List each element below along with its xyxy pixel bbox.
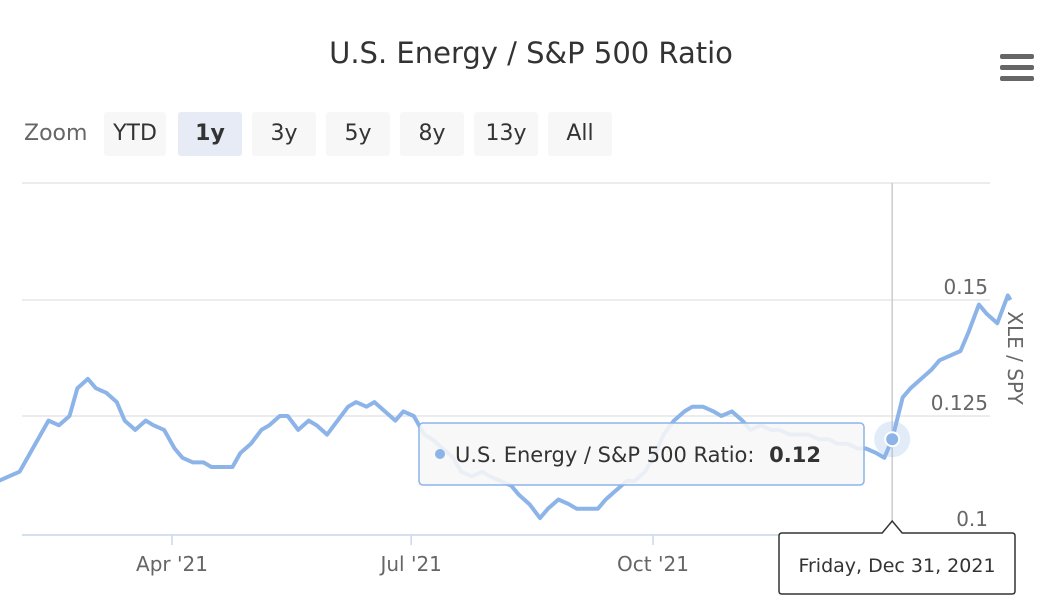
tooltip-value: 0.12 — [769, 443, 821, 467]
chart-title: U.S. Energy / S&P 500 Ratio — [329, 36, 733, 70]
y-tick-label: 0.15 — [943, 275, 988, 299]
y-tick-label: 0.1 — [956, 507, 988, 531]
date-tooltip-box — [778, 519, 1016, 595]
date-tooltip-label: Friday, Dec 31, 2021 — [798, 555, 995, 577]
y-tick-label: 0.125 — [931, 391, 988, 415]
zoom-button-all[interactable]: All — [548, 112, 612, 156]
x-tick-label: Apr '21 — [136, 552, 208, 576]
y-axis-title: XLE / SPY — [1003, 311, 1027, 405]
zoom-button-13y[interactable]: 13y — [474, 112, 538, 156]
zoom-label: Zoom — [24, 121, 88, 146]
tooltip-series-dot — [435, 449, 445, 459]
zoom-button-ytd[interactable]: YTD — [104, 112, 166, 156]
tooltip: U.S. Energy / S&P 500 Ratio: 0.12 — [418, 422, 865, 486]
zoom-button-3y[interactable]: 3y — [252, 112, 316, 156]
x-tick-label: Jul '21 — [378, 552, 441, 576]
x-axis: Apr '21 Jul '21 Oct '21 — [136, 535, 689, 576]
tooltip-box — [418, 422, 865, 486]
tooltip-text: U.S. Energy / S&P 500 Ratio: 0.12 — [455, 443, 821, 467]
date-tooltip: Friday, Dec 31, 2021 — [778, 519, 1016, 595]
hamburger-menu-icon[interactable] — [1000, 54, 1034, 82]
grid-lines — [22, 182, 990, 417]
zoom-button-1y[interactable]: 1y — [178, 112, 242, 156]
zoom-button-5y[interactable]: 5y — [326, 112, 390, 156]
zoom-button-8y[interactable]: 8y — [400, 112, 464, 156]
x-tick-label: Oct '21 — [617, 552, 689, 576]
hover-point[interactable] — [884, 431, 901, 448]
tooltip-series-name: U.S. Energy / S&P 500 Ratio: — [455, 443, 754, 467]
y-axis: 0.1 0.125 0.15 — [931, 275, 988, 531]
